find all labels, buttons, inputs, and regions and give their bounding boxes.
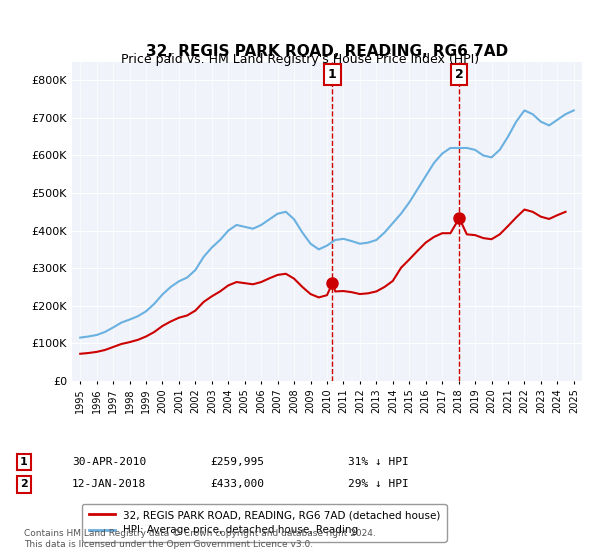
Text: 31% ↓ HPI: 31% ↓ HPI xyxy=(348,457,409,467)
Text: 1: 1 xyxy=(20,457,28,467)
Text: 1: 1 xyxy=(328,68,337,81)
Text: 2: 2 xyxy=(455,68,464,81)
Title: 32, REGIS PARK ROAD, READING, RG6 7AD: 32, REGIS PARK ROAD, READING, RG6 7AD xyxy=(146,44,508,59)
Text: £259,995: £259,995 xyxy=(210,457,264,467)
Text: 30-APR-2010: 30-APR-2010 xyxy=(72,457,146,467)
Legend: 32, REGIS PARK ROAD, READING, RG6 7AD (detached house), HPI: Average price, deta: 32, REGIS PARK ROAD, READING, RG6 7AD (d… xyxy=(82,504,446,542)
Text: Contains HM Land Registry data © Crown copyright and database right 2024.
This d: Contains HM Land Registry data © Crown c… xyxy=(24,529,376,549)
Text: Price paid vs. HM Land Registry's House Price Index (HPI): Price paid vs. HM Land Registry's House … xyxy=(121,53,479,66)
Text: £433,000: £433,000 xyxy=(210,479,264,489)
Text: 2: 2 xyxy=(20,479,28,489)
Text: 12-JAN-2018: 12-JAN-2018 xyxy=(72,479,146,489)
Text: 29% ↓ HPI: 29% ↓ HPI xyxy=(348,479,409,489)
